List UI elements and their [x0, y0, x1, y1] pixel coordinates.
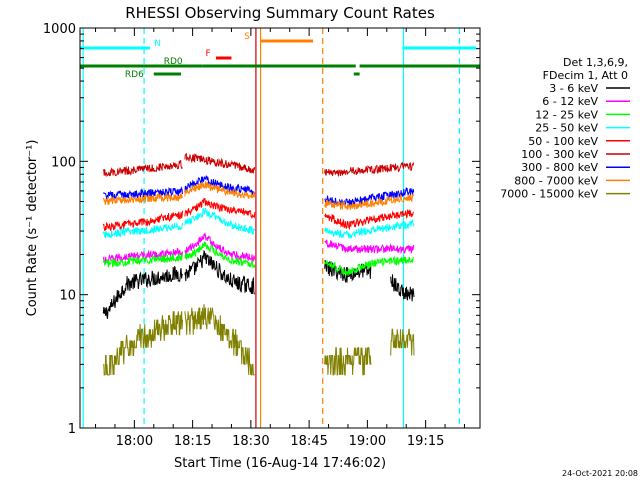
series-line-segment: [370, 255, 414, 268]
chart-title: RHESSI Observing Summary Count Rates: [125, 4, 435, 22]
x-tick-label: 18:00: [116, 434, 153, 449]
legend-entry-label: 6 - 12 keV: [542, 95, 598, 108]
legend-entry-label: 12 - 25 keV: [535, 108, 598, 121]
flag-n-label: N: [154, 39, 161, 49]
series-25-50-kev: [102, 208, 415, 239]
legend-entry-label: 300 - 800 keV: [521, 161, 598, 174]
plot-frame: [79, 27, 481, 429]
x-tick-label: 19:15: [407, 434, 444, 449]
legend-header-line: Det 1,3,6,9,: [563, 56, 628, 69]
flag-f-label: F: [206, 49, 211, 59]
series-line-segment: [184, 232, 256, 262]
series-line-segment: [184, 208, 256, 235]
x-tick-label: 19:00: [349, 434, 386, 449]
series-line-segment: [370, 243, 415, 255]
series-line-segment: [324, 347, 372, 376]
y-tick-label: 1000: [43, 22, 76, 37]
x-axis-label: Start Time (16-Aug-14 17:46:02): [174, 456, 386, 471]
series-line-segment: [103, 311, 183, 376]
y-tick-label: 10: [59, 289, 76, 304]
axes: 18:00 18:15 18:30 18:45 19:00 19:15 1 10 100 1000: [43, 22, 480, 449]
x-tick-label: 18:30: [232, 434, 269, 449]
series-12-25-kev: [102, 241, 414, 276]
series-line-segment: [390, 274, 415, 302]
vertical-markers: [82, 28, 461, 428]
footer-date: 24-Oct-2021 20:08: [562, 469, 638, 478]
legend-entry-label: 7000 - 15000 keV: [500, 188, 598, 201]
series-line-segment: [184, 241, 256, 269]
y-tick-label: 100: [51, 155, 76, 170]
flag-s-label: S: [244, 32, 250, 42]
legend-entry-label: 3 - 6 keV: [549, 82, 598, 95]
series-800-7000-kev: [102, 181, 415, 211]
series-line-segment: [102, 222, 183, 239]
y-axis-label: Count Rate (s⁻¹ detector⁻¹): [25, 140, 40, 317]
series-line-segment: [324, 193, 415, 211]
legend-entry-label: 25 - 50 keV: [535, 122, 598, 135]
y-tick-label: 1: [68, 422, 76, 437]
series-line-segment: [324, 259, 372, 276]
series-line-segment: [102, 186, 183, 201]
legend-entry-label: 50 - 100 keV: [528, 135, 598, 148]
series-line-segment: [324, 239, 372, 254]
legend-header-line: FDecim 1, Att 0: [543, 69, 628, 82]
series-line-segment: [184, 198, 256, 219]
series-line-segment: [102, 192, 183, 206]
legend-entry-label: 800 - 7000 keV: [514, 174, 598, 187]
series-line-segment: [324, 218, 415, 239]
series-line-segment: [102, 265, 183, 319]
series-line-segment: [324, 161, 415, 178]
series-100-300-kev: [102, 152, 415, 178]
series-6-12-kev: [102, 232, 415, 263]
flag-bars: N S F RD0 RD6: [80, 32, 480, 80]
series-line-segment: [102, 247, 183, 263]
series-line-segment: [184, 249, 255, 295]
series-line-segment: [184, 175, 256, 195]
legend-entry-label: 100 - 300 keV: [521, 148, 598, 161]
series-line-segment: [102, 210, 183, 232]
series-7000-15000-kev: [103, 304, 415, 376]
series-line-segment: [102, 159, 183, 178]
flag-rd0-label: RD0: [164, 57, 183, 67]
series-line-segment: [324, 208, 414, 231]
x-tick-label: 18:45: [290, 434, 327, 449]
series-line-segment: [184, 181, 256, 199]
x-tick-label: 18:15: [174, 434, 211, 449]
series-50-100-kev: [102, 198, 414, 232]
series-layer: [102, 152, 415, 376]
series-line-segment: [102, 253, 183, 268]
flag-rd6-label: RD6: [125, 70, 144, 80]
series-line-segment: [184, 304, 255, 376]
series-line-segment: [184, 152, 256, 174]
series-line-segment: [390, 328, 415, 356]
